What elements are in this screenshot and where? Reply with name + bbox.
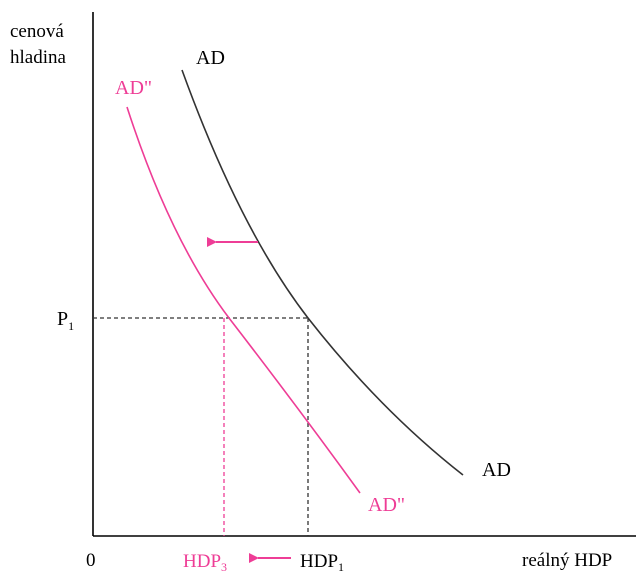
ad-bottom-label: AD <box>482 459 511 481</box>
ad-top-label: AD <box>196 47 225 69</box>
hdp3-label: HDP3 <box>183 551 227 573</box>
ad-curve <box>181 69 464 476</box>
y-axis-label-line1: cenová <box>10 21 64 42</box>
ad-shifted-bottom-label: AD" <box>368 494 405 516</box>
origin-label: 0 <box>86 550 96 571</box>
x-axis-label: reálný HDP <box>522 550 612 571</box>
y-axis-label-line2: hladina <box>10 47 66 68</box>
ad-shifted-top-label: AD" <box>115 77 152 99</box>
price-level-p1-label: P1 <box>57 308 74 333</box>
hdp1-label: HDP1 <box>300 551 344 573</box>
ad-shifted-curve <box>126 106 361 494</box>
